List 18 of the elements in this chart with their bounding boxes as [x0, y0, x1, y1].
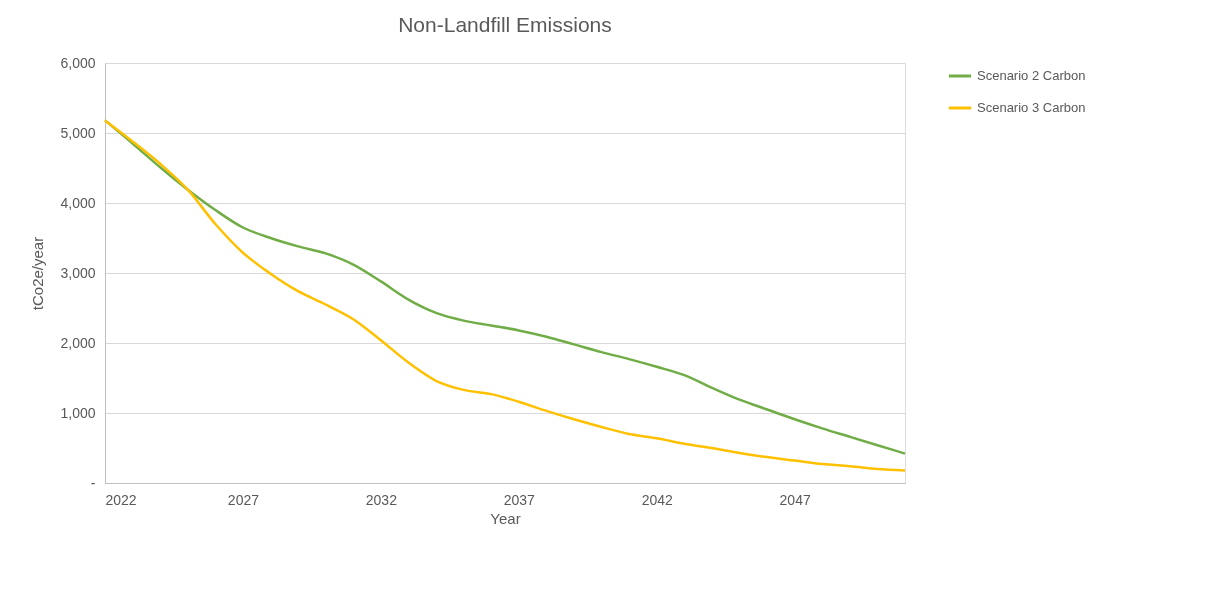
y-tick-label: 5,000: [60, 124, 96, 141]
y-tick-label: 2,000: [60, 334, 96, 351]
x-tick-label: 2022: [105, 491, 137, 508]
y-tick-label: 4,000: [60, 194, 96, 211]
legend-label: Scenario 3 Carbon: [977, 100, 1086, 115]
x-tick-label: 2042: [641, 491, 673, 508]
legend-label: Scenario 2 Carbon: [977, 68, 1086, 83]
chart-title: Non-Landfill Emissions: [398, 13, 612, 36]
y-axis-title: tCo2e/year: [29, 236, 47, 311]
x-tick-label: 2032: [365, 491, 398, 508]
x-tick-label: 2037: [503, 491, 536, 508]
y-tick-label: 1,000: [60, 404, 96, 421]
y-tick-label: 3,000: [60, 264, 96, 281]
x-tick-label: 2047: [779, 491, 811, 508]
x-tick-label: 2027: [227, 491, 260, 508]
y-tick-label: 6,000: [60, 54, 96, 71]
y-tick-label: -: [90, 474, 96, 491]
x-axis-title: Year: [490, 509, 521, 527]
